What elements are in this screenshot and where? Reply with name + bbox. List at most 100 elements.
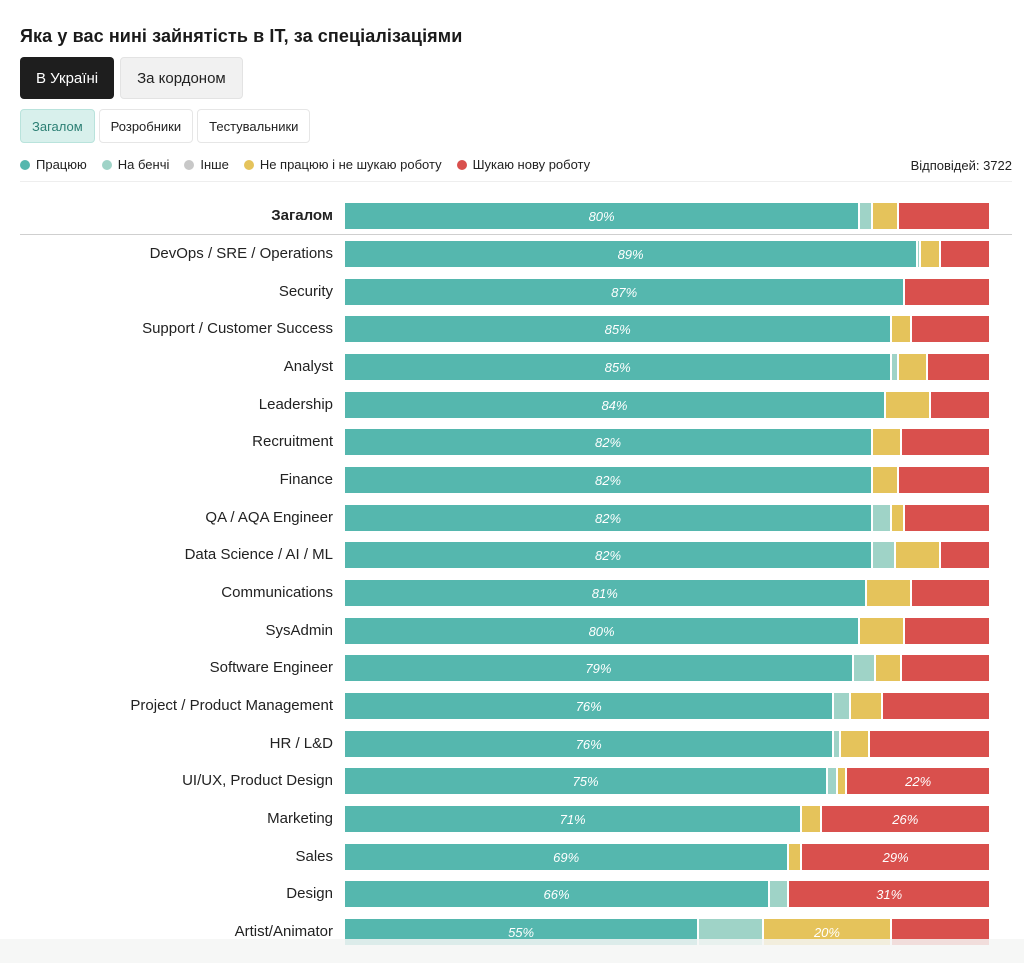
legend-dot-other [184, 159, 195, 170]
bar-segment-working: 85% [345, 354, 893, 380]
bar-segment-working: 84% [345, 392, 886, 418]
data-label: 87% [611, 284, 638, 300]
legend-item-bench: На бенчі [101, 157, 169, 172]
row-label: Leadership [258, 396, 333, 413]
row-label: Artist/Animator [234, 923, 333, 940]
data-label: 89% [617, 246, 644, 262]
legend-label-working: Працюю [36, 157, 87, 172]
tab-ukraine[interactable]: В Україні [20, 57, 115, 99]
bar-segment-notlooking [885, 392, 932, 418]
subtab-testers[interactable]: Тестувальники [197, 109, 311, 143]
bar-segment-working: 80% [345, 618, 861, 644]
data-label: 76% [575, 698, 602, 714]
stacked-bar: 66% 31% [345, 881, 989, 907]
legend-item-notlooking: Не працюю і не шукаю роботу [243, 157, 442, 172]
row-label: Software Engineer [209, 659, 333, 676]
data-label: 29% [882, 849, 909, 865]
bar-segment-looking [911, 580, 989, 606]
bar-segment-working: 87% [345, 279, 906, 305]
bar-segment-bench [873, 542, 896, 568]
chart-row: Leadership 84% [0, 392, 1024, 418]
stacked-bar: 71% 26% [345, 806, 989, 832]
row-label: HR / L&D [269, 735, 333, 752]
row-label: SysAdmin [265, 622, 333, 639]
subtab-overall[interactable]: Загалом [20, 109, 95, 143]
chart-row: Data Science / AI / ML 82% [0, 542, 1024, 568]
stacked-bar: 76% [345, 731, 989, 757]
bar-segment-looking: 29% [802, 844, 989, 870]
data-label: 20% [813, 924, 840, 940]
data-label: 82% [595, 547, 622, 563]
row-label: UI/UX, Product Design [182, 772, 333, 789]
stacked-bar: 76% [345, 693, 989, 719]
row-label: Загалом [271, 207, 333, 224]
bar-segment-bench [834, 693, 851, 719]
chart-row: Software Engineer 79% [0, 655, 1024, 681]
legend-dot-working [20, 159, 30, 170]
row-label: Marketing [267, 810, 333, 827]
bar-segment-working: 69% [345, 844, 790, 870]
bar-segment-working: 71% [345, 806, 803, 832]
bar-segment-looking: 22% [847, 768, 989, 794]
chart-legend: Працюю На бенчі Інше Не працюю і не шука… [20, 157, 590, 172]
bar-segment-notlooking [840, 731, 870, 757]
legend-dot-looking [456, 159, 467, 170]
data-label: 75% [572, 773, 599, 789]
bar-segment-notlooking [873, 467, 899, 493]
chart-title: Яка у вас нині зайнятість в IT, за спеці… [20, 26, 463, 46]
stacked-bar: 79% [345, 655, 989, 681]
bar-segment-looking [902, 429, 989, 455]
stacked-bar: 89% [345, 241, 989, 267]
stacked-bar: 82% [345, 429, 989, 455]
bar-segment-notlooking [892, 316, 912, 342]
data-label: 69% [553, 849, 580, 865]
stacked-bar: 82% [345, 467, 989, 493]
data-label: 71% [559, 811, 586, 827]
bar-segment-bench [873, 505, 893, 531]
stacked-bar: 85% [345, 316, 989, 342]
bar-segment-working: 89% [345, 241, 919, 267]
legend-divider [20, 181, 1012, 182]
bar-segment-looking [898, 467, 989, 493]
bar-segment-bench [860, 203, 874, 229]
subtab-developers[interactable]: Розробники [98, 109, 194, 143]
bar-segment-notlooking [892, 505, 906, 531]
chart-row: Загалом 80% [0, 203, 1024, 229]
bar-segment-bench [828, 768, 838, 794]
chart-row: HR / L&D 76% [0, 731, 1024, 757]
bar-segment-looking [940, 241, 989, 267]
row-label: Project / Product Management [130, 697, 333, 714]
bar-segment-working: 82% [345, 542, 874, 568]
bar-segment-working: 82% [345, 467, 874, 493]
data-label: 82% [595, 510, 622, 526]
data-label: 85% [604, 359, 631, 375]
bar-segment-notlooking [873, 429, 903, 455]
chart-row: UI/UX, Product Design 75% 22% [0, 768, 1024, 794]
stacked-bar: 85% [345, 354, 989, 380]
bar-segment-notlooking [921, 241, 941, 267]
row-label: Data Science / AI / ML [184, 546, 333, 563]
chart-row: Security 87% [0, 279, 1024, 305]
bar-segment-looking [911, 316, 989, 342]
row-label: Communications [221, 584, 333, 601]
data-label: 82% [595, 472, 622, 488]
region-tabs: В Україні За кордоном [20, 57, 243, 99]
stacked-bar: 87% [345, 279, 989, 305]
tab-abroad[interactable]: За кордоном [120, 57, 243, 99]
bar-segment-working: 80% [345, 203, 861, 229]
row-label: Analyst [283, 358, 333, 375]
stacked-bar: 84% [345, 392, 989, 418]
legend-item-other: Інше [184, 157, 229, 172]
bar-segment-working: 76% [345, 693, 835, 719]
chart-row: Finance 82% [0, 467, 1024, 493]
row-label: DevOps / SRE / Operations [149, 245, 333, 262]
bar-segment-looking [898, 203, 989, 229]
data-label: 26% [892, 811, 919, 827]
bar-segment-notlooking [866, 580, 912, 606]
bar-segment-looking [882, 693, 989, 719]
data-label: 85% [604, 321, 631, 337]
data-label: 31% [876, 886, 903, 902]
data-label: 82% [595, 434, 622, 450]
chart-row: Sales 69% 29% [0, 844, 1024, 870]
bar-segment-looking [927, 354, 989, 380]
